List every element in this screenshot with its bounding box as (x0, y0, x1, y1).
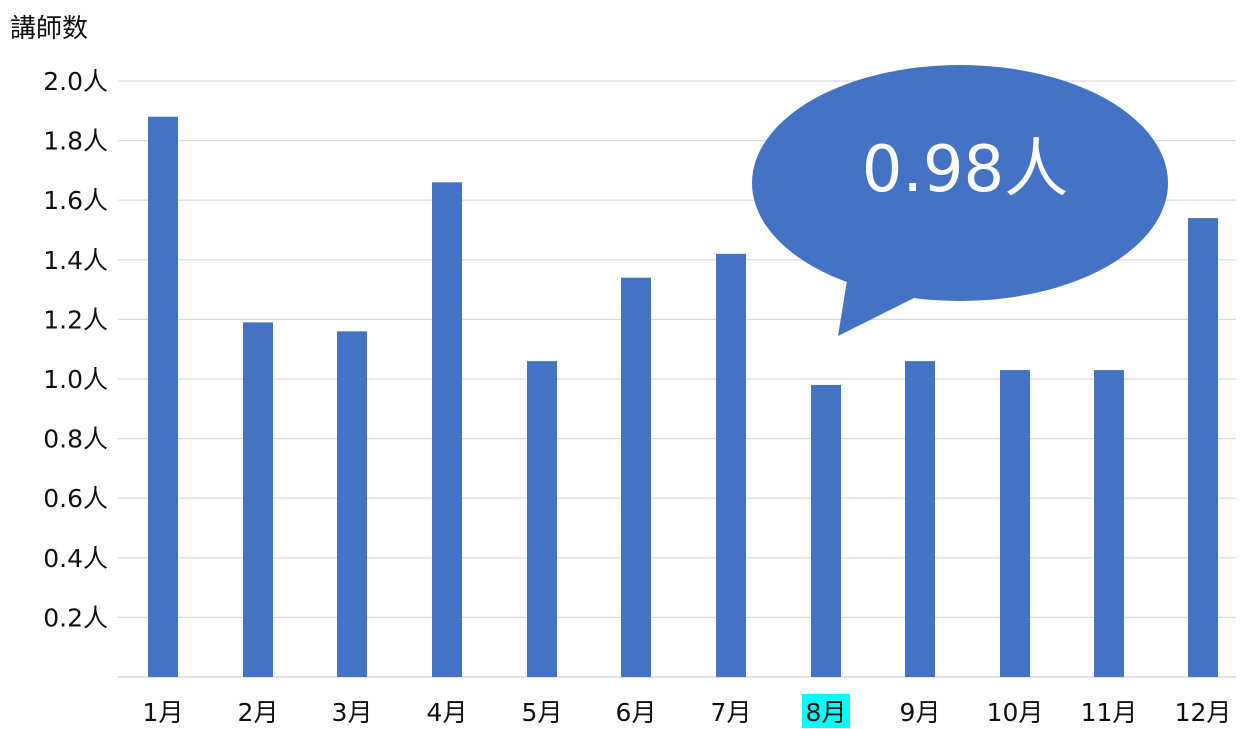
x-tick-label: 10月 (987, 698, 1044, 727)
y-axis-title: 講師数 (10, 14, 89, 44)
y-tick-label: 1.6人 (43, 186, 108, 215)
y-tick-label: 1.0人 (43, 365, 108, 394)
x-tick-label: 3月 (332, 698, 373, 727)
x-tick-label: 4月 (427, 698, 468, 727)
y-tick-label: 0.8人 (43, 425, 108, 454)
y-tick-label: 0.4人 (43, 544, 108, 573)
bar-6 (621, 277, 651, 677)
speech-bubble (752, 65, 1168, 336)
bar-5 (527, 361, 557, 677)
bar-10 (1000, 370, 1030, 677)
bar-8 (811, 384, 841, 677)
bar-11 (1094, 370, 1124, 677)
y-tick-label: 2.0人 (43, 67, 108, 96)
x-tick-label: 9月 (900, 698, 941, 727)
bar-4 (432, 182, 462, 677)
x-tick-label: 12月 (1175, 698, 1232, 727)
bar-1 (148, 116, 178, 677)
x-tick-label: 11月 (1081, 698, 1138, 727)
callout-value: 0.98人 (861, 133, 1069, 207)
y-tick-label: 1.2人 (43, 305, 108, 334)
x-tick-label: 5月 (522, 698, 563, 727)
x-tick-label: 6月 (616, 698, 657, 727)
x-tick-labels: 1月 2月 3月 4月 5月 6月 7月 8月 9月 10月 11月 12月 (143, 694, 1232, 728)
x-tick-label: 7月 (711, 698, 752, 727)
bars (148, 116, 1218, 677)
y-tick-label: 1.4人 (43, 246, 108, 275)
bar-12 (1188, 218, 1218, 677)
y-tick-labels: 0.2人 0.4人 0.6人 0.8人 1.0人 1.2人 1.4人 1.6人 1.8人 2.0人 (43, 67, 108, 632)
x-tick-label: 1月 (143, 698, 184, 727)
speech-bubble-body (752, 65, 1168, 301)
bar-7 (716, 253, 746, 677)
y-tick-label: 0.6人 (43, 484, 108, 513)
bar-2 (243, 322, 273, 677)
y-tick-label: 0.2人 (43, 603, 108, 632)
speech-bubble-tail (838, 262, 930, 336)
y-tick-label: 1.8人 (43, 127, 108, 156)
x-tick-label: 8月 (806, 698, 847, 727)
bar-3 (337, 331, 367, 677)
bar-9 (905, 361, 935, 677)
x-tick-label: 2月 (238, 698, 279, 727)
x-tick-highlight (802, 694, 850, 728)
